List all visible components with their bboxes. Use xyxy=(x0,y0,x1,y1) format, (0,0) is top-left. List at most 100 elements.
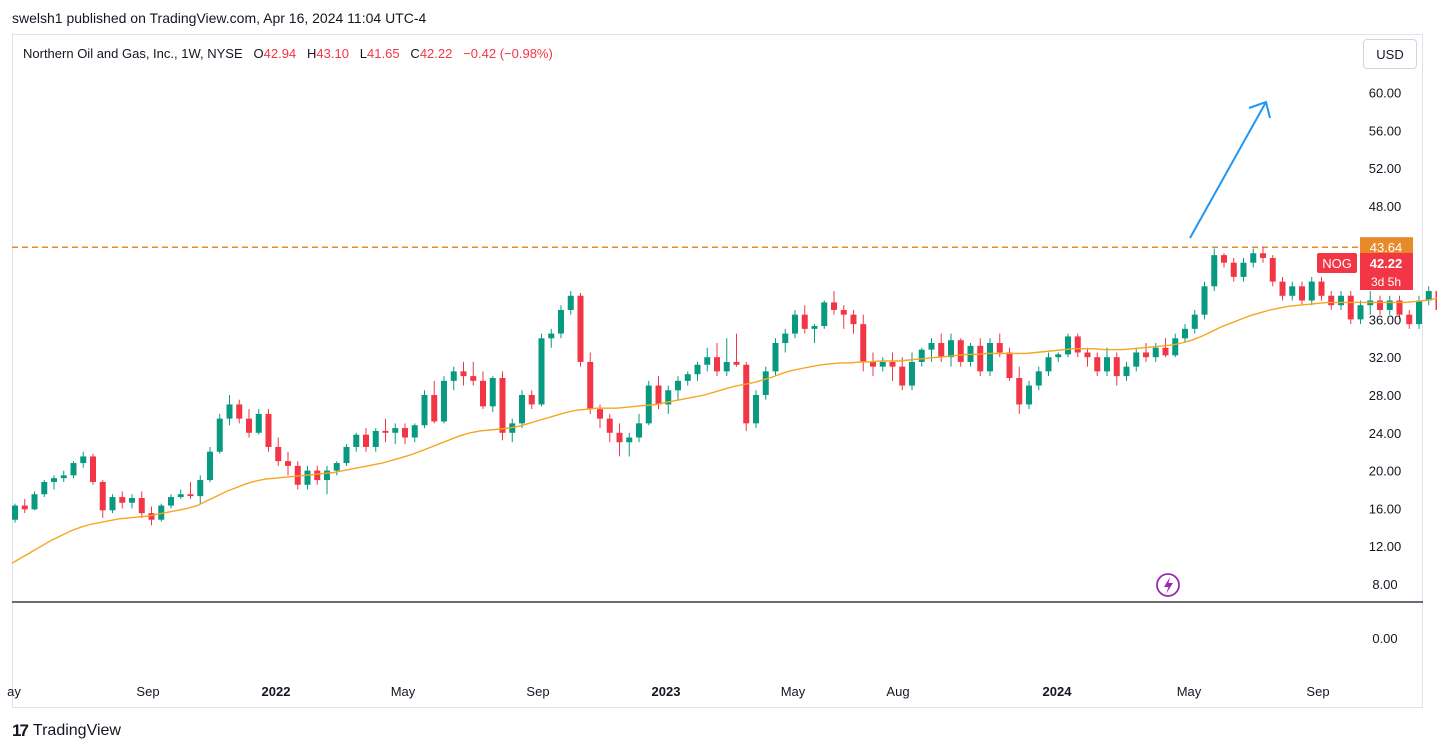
candle xyxy=(948,333,954,367)
candle-body xyxy=(616,432,623,443)
candle-body xyxy=(558,309,564,334)
candle xyxy=(460,361,467,386)
candle-body xyxy=(743,364,750,424)
ticker-symbol: NOG xyxy=(1322,256,1352,271)
candle xyxy=(1308,276,1315,306)
time-axis[interactable]: ay Sep 2022 May Sep 2023 May Aug 2024 May Sep xyxy=(7,684,1329,699)
candle xyxy=(1065,333,1071,358)
candle-body xyxy=(470,376,477,381)
candle-body xyxy=(811,326,818,329)
candle xyxy=(548,328,555,348)
candle xyxy=(567,291,574,315)
price-tick-label: 52.00 xyxy=(1369,161,1402,176)
candle-body xyxy=(987,343,993,372)
candle-body xyxy=(626,437,633,443)
candle xyxy=(1338,291,1344,310)
candle xyxy=(762,366,769,400)
candle-body xyxy=(675,380,681,391)
candle-body xyxy=(480,380,486,407)
candle xyxy=(558,305,564,339)
candle xyxy=(1016,366,1023,414)
candle-body xyxy=(948,340,954,358)
price-tick-label: 28.00 xyxy=(1369,388,1402,403)
candle-body xyxy=(1113,357,1120,377)
candle xyxy=(1240,257,1247,282)
candle-body xyxy=(1035,371,1042,386)
candle xyxy=(606,413,613,443)
high-label: H xyxy=(307,46,317,61)
candle-body xyxy=(1016,377,1023,405)
candle xyxy=(1191,309,1198,334)
candle-body xyxy=(441,380,447,422)
candle xyxy=(421,390,428,429)
candle-body xyxy=(782,333,789,344)
candle-body xyxy=(1357,305,1364,320)
candle-body xyxy=(909,361,915,386)
candle xyxy=(499,371,506,441)
candle xyxy=(324,465,330,495)
candle xyxy=(187,481,194,499)
candle-body xyxy=(1230,262,1237,277)
candle-body xyxy=(148,513,155,520)
candle-body xyxy=(197,480,204,497)
candle-body xyxy=(1347,295,1354,320)
candle xyxy=(684,371,691,386)
candle-body xyxy=(1152,347,1159,358)
candle-body xyxy=(1396,300,1403,315)
candle-body xyxy=(246,418,252,433)
candle xyxy=(811,324,818,344)
candle xyxy=(1377,295,1383,315)
candle xyxy=(733,333,740,367)
lightning-icon[interactable] xyxy=(1156,573,1180,597)
candle xyxy=(372,428,379,452)
moving-average-line xyxy=(11,297,1437,564)
candle-body xyxy=(333,463,340,471)
candle xyxy=(616,423,623,457)
candle-body xyxy=(1260,253,1266,258)
price-tick-label: 24.00 xyxy=(1369,426,1402,441)
candle-body xyxy=(714,357,720,372)
footer-brand-text: TradingView xyxy=(32,722,121,739)
candle-body xyxy=(1162,347,1169,356)
price-tick-label: 16.00 xyxy=(1369,501,1402,516)
candle-body xyxy=(226,404,233,419)
candle-body xyxy=(1006,352,1013,378)
candle-body xyxy=(41,481,48,495)
candle-body xyxy=(109,497,116,511)
footer-brand[interactable]: 17 TradingView xyxy=(12,721,121,741)
candle xyxy=(226,395,233,426)
candles-group xyxy=(12,246,1437,526)
candle xyxy=(1045,352,1052,377)
candle-body xyxy=(538,338,545,405)
candle-body xyxy=(80,456,87,464)
candle-body xyxy=(1338,295,1344,306)
candle xyxy=(1250,248,1257,268)
candle xyxy=(197,475,204,504)
candle-body xyxy=(1318,281,1325,296)
candle-body xyxy=(304,470,311,485)
price-axis[interactable]: 60.00 56.00 52.00 48.00 36.00 32.00 28.00 24.00… xyxy=(1369,86,1402,646)
currency-button[interactable]: USD xyxy=(1363,39,1417,69)
candle-body xyxy=(402,428,408,438)
candle-body xyxy=(99,481,106,511)
candle xyxy=(753,390,759,429)
candle xyxy=(109,494,116,514)
candle-body xyxy=(21,505,28,510)
candle xyxy=(577,292,584,367)
candle-body xyxy=(460,371,467,377)
candle xyxy=(1386,295,1393,315)
projection-arrow[interactable] xyxy=(1189,100,1271,239)
candle-body xyxy=(723,361,730,372)
candle xyxy=(480,371,486,410)
candle-body xyxy=(1191,314,1198,329)
candle-body xyxy=(733,361,740,365)
candle-body xyxy=(957,340,964,362)
candle-body xyxy=(187,494,194,497)
candle xyxy=(450,366,457,391)
candle xyxy=(831,291,837,315)
candle xyxy=(1318,276,1325,301)
candle xyxy=(80,451,87,468)
candle xyxy=(1182,324,1188,344)
candle xyxy=(704,347,711,372)
